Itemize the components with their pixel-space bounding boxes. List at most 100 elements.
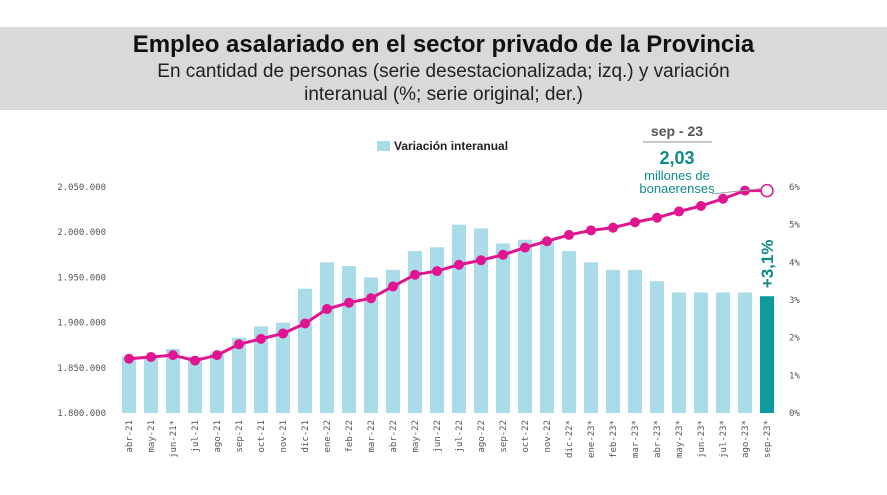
x-axis-tick-label: dic-22* bbox=[565, 420, 575, 458]
x-axis-tick-label: ene-23* bbox=[587, 420, 597, 458]
bar-variacion-interanual bbox=[561, 251, 577, 413]
line-empleo-asalariado bbox=[128, 189, 767, 363]
left-axis-tick-label: 1.950.000 bbox=[57, 273, 106, 283]
chart-title: Empleo asalariado en el sector privado d… bbox=[132, 31, 755, 58]
bar-variacion-interanual bbox=[253, 326, 269, 413]
line-point-empleo bbox=[520, 242, 530, 253]
x-axis-tick-label: ene-22 bbox=[323, 420, 333, 453]
right-axis-tick-label: 4% bbox=[789, 258, 800, 268]
bar-variacion-interanual bbox=[649, 281, 665, 413]
line-point-empleo bbox=[542, 236, 552, 247]
x-axis-tick-label: jun-21* bbox=[169, 420, 179, 458]
line-point-empleo bbox=[630, 217, 640, 228]
x-axis-tick-label: may-22 bbox=[411, 420, 421, 453]
line-point-empleo bbox=[344, 297, 354, 308]
x-axis-tick-label: feb-22 bbox=[345, 420, 355, 453]
bar-variacion-interanual bbox=[363, 277, 379, 413]
bar-variacion-interanual bbox=[319, 262, 335, 413]
annotation-value: 2,03 bbox=[659, 148, 694, 168]
right-axis-tick-label: 6% bbox=[789, 183, 800, 193]
last-bar-data-label: +3,1% bbox=[758, 240, 777, 289]
line-point-empleo bbox=[212, 350, 222, 361]
right-axis-tick-label: 3% bbox=[789, 296, 800, 306]
bar-variacion-interanual bbox=[737, 292, 753, 413]
bar-variacion-interanual bbox=[539, 239, 555, 413]
line-point-empleo bbox=[300, 318, 310, 329]
bar-variacion-interanual bbox=[297, 288, 313, 413]
bar-variacion-interanual bbox=[341, 266, 357, 413]
left-axis-tick-label: 2.050.000 bbox=[57, 183, 106, 193]
bar-variacion-interanual bbox=[517, 239, 533, 413]
line-point-empleo bbox=[476, 255, 486, 266]
line-point-empleo bbox=[322, 304, 332, 315]
left-axis-tick-label: 1.850.000 bbox=[57, 364, 106, 374]
x-axis-tick-label: oct-22 bbox=[521, 420, 531, 453]
x-axis-tick-label: ago-21 bbox=[213, 420, 223, 453]
x-axis-tick-label: oct-21 bbox=[257, 420, 267, 453]
bar-variacion-interanual bbox=[671, 292, 687, 413]
line-point-empleo bbox=[564, 229, 574, 240]
line-point-empleo bbox=[498, 249, 508, 260]
x-axis-tick-label: jul-23* bbox=[719, 420, 729, 458]
right-axis-tick-label: 0% bbox=[789, 409, 800, 419]
bar-variacion-interanual bbox=[209, 352, 225, 413]
line-point-empleo bbox=[388, 281, 398, 292]
left-axis-tick-label: 1.800.000 bbox=[57, 409, 106, 419]
annotation-note: bonaerenses bbox=[639, 181, 715, 196]
line-point-empleo bbox=[454, 259, 464, 270]
bar-variacion-interanual bbox=[693, 292, 709, 413]
right-axis-tick-label: 1% bbox=[789, 371, 800, 381]
x-axis-tick-label: sep-23* bbox=[763, 420, 773, 458]
x-axis-tick-label: abr-22 bbox=[389, 420, 399, 453]
right-axis-tick-label: 5% bbox=[789, 221, 800, 231]
bar-variacion-interanual bbox=[275, 322, 291, 413]
x-axis-tick-label: feb-23* bbox=[609, 420, 619, 458]
chart-header: Empleo asalariado en el sector privado d… bbox=[0, 27, 887, 110]
bar-variacion-interanual bbox=[451, 224, 467, 413]
bar-variacion-interanual bbox=[231, 337, 247, 413]
line-point-empleo bbox=[234, 339, 244, 350]
line-point-empleo bbox=[608, 222, 618, 233]
left-axis-tick-label: 2.000.000 bbox=[57, 228, 106, 238]
line-point-empleo bbox=[432, 266, 442, 277]
right-axis-tick-label: 2% bbox=[789, 334, 800, 344]
x-axis-tick-label: jul-22 bbox=[455, 420, 465, 453]
line-point-empleo bbox=[256, 333, 266, 344]
line-point-empleo bbox=[366, 293, 376, 304]
x-axis-tick-label: mar-22 bbox=[367, 420, 377, 453]
x-axis-tick-label: nov-22 bbox=[543, 420, 553, 453]
line-point-empleo bbox=[146, 351, 156, 362]
line-point-empleo bbox=[674, 206, 684, 217]
bar-variacion-interanual bbox=[121, 356, 137, 413]
line-point-empleo bbox=[168, 350, 178, 361]
line-point-empleo bbox=[190, 355, 200, 366]
bar-variacion-interanual bbox=[473, 228, 489, 413]
x-axis-tick-label: sep-22 bbox=[499, 420, 509, 453]
x-axis-tick-label: sep-21 bbox=[235, 420, 245, 453]
x-axis-tick-label: may-21 bbox=[147, 420, 157, 453]
x-axis-tick-label: abr-21 bbox=[125, 420, 135, 453]
x-axis-tick-label: jun-22 bbox=[433, 420, 443, 453]
x-axis-tick-label: ago-23* bbox=[741, 420, 751, 458]
chart-subtitle: En cantidad de personas (serie desestaci… bbox=[157, 61, 730, 105]
x-axis-tick-label: jul-21 bbox=[191, 420, 201, 453]
annotation-leader-line bbox=[711, 188, 762, 195]
x-axis-tick-label: nov-21 bbox=[279, 420, 289, 453]
legend-swatch bbox=[377, 141, 390, 151]
line-point-empleo bbox=[278, 328, 288, 339]
bar-variacion-interanual bbox=[187, 356, 203, 413]
bar-variacion-interanual bbox=[715, 292, 731, 413]
legend-label: Variación interanual bbox=[394, 139, 508, 153]
line-point-empleo bbox=[696, 200, 706, 211]
bar-variacion-interanual bbox=[583, 262, 599, 413]
left-axis-tick-label: 1.900.000 bbox=[57, 319, 106, 329]
annotation-note: millones de bbox=[644, 168, 710, 183]
line-point-empleo bbox=[586, 225, 596, 236]
bar-variacion-interanual bbox=[605, 269, 621, 413]
x-axis-tick-label: may-23* bbox=[675, 420, 685, 458]
x-axis-tick-label: ago-22 bbox=[477, 420, 487, 453]
bar-variacion-interanual bbox=[429, 247, 445, 413]
bar-variacion-interanual bbox=[385, 269, 401, 413]
x-axis-tick-label: abr-23* bbox=[653, 420, 663, 458]
